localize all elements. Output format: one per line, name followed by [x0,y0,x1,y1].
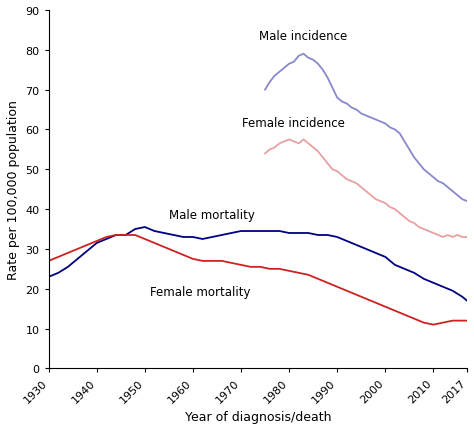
Text: Female mortality: Female mortality [150,285,250,298]
X-axis label: Year of diagnosis/death: Year of diagnosis/death [184,410,331,423]
Text: Male incidence: Male incidence [259,30,347,43]
Text: Male mortality: Male mortality [169,209,255,221]
Y-axis label: Rate per 100,000 population: Rate per 100,000 population [7,100,20,280]
Text: Female incidence: Female incidence [243,117,346,130]
